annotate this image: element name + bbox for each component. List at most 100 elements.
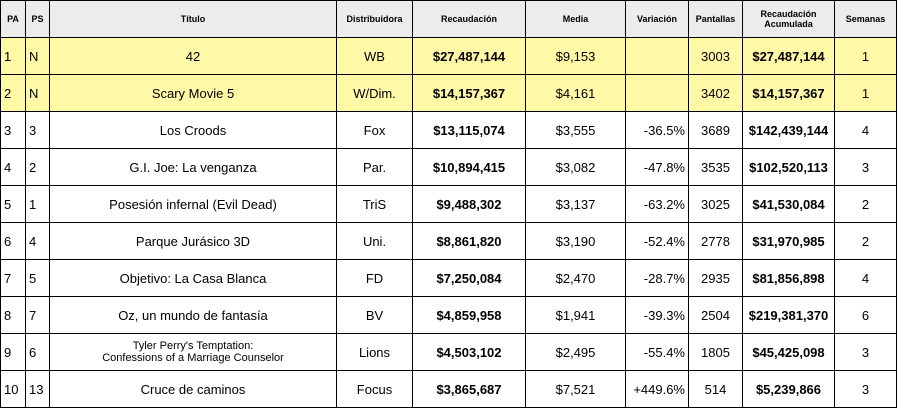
table-row: 10 13 Cruce de caminos Focus $3,865,687 … [0,370,897,408]
cell-screens: 3689 [688,111,743,149]
cell-title: Oz, un mundo de fantasía [49,296,337,334]
cell-title: Posesión infernal (Evil Dead) [49,185,337,223]
cell-pa: 7 [0,259,26,297]
cell-pa: 6 [0,222,26,260]
cell-gross: $9,488,302 [412,185,526,223]
cell-weeks: 1 [834,74,897,112]
cell-weeks: 2 [834,222,897,260]
cell-distributor: WB [336,37,413,75]
cell-change: +449.6% [625,370,689,408]
header-weeks: Semanas [834,0,897,38]
cell-gross: $13,115,074 [412,111,526,149]
header-title: Título [49,0,337,38]
table-row: 6 4 Parque Jurásico 3D Uni. $8,861,820 $… [0,222,897,260]
cell-pa: 1 [0,37,26,75]
table-row: 1 N 42 WB $27,487,144 $9,153 3003 $27,48… [0,37,897,75]
cell-weeks: 3 [834,148,897,186]
cell-ps: 3 [25,111,50,149]
cell-cumulative: $14,157,367 [742,74,835,112]
header-ps: PS [25,0,50,38]
cell-ps: 2 [25,148,50,186]
cell-cumulative: $81,856,898 [742,259,835,297]
table-row: 7 5 Objetivo: La Casa Blanca FD $7,250,0… [0,259,897,297]
cell-title: Parque Jurásico 3D [49,222,337,260]
cell-average: $7,521 [525,370,626,408]
cell-distributor: FD [336,259,413,297]
cell-ps: 7 [25,296,50,334]
cell-weeks: 6 [834,296,897,334]
cell-average: $2,470 [525,259,626,297]
cell-pa: 4 [0,148,26,186]
cell-ps: N [25,74,50,112]
cell-gross: $10,894,415 [412,148,526,186]
cell-screens: 3003 [688,37,743,75]
cell-title: Tyler Perry's Temptation: Confessions of… [49,333,337,371]
cell-weeks: 3 [834,333,897,371]
cell-change: -55.4% [625,333,689,371]
cell-title-line1: Tyler Perry's Temptation: [132,340,254,352]
cell-title: Objetivo: La Casa Blanca [49,259,337,297]
cell-average: $9,153 [525,37,626,75]
cell-cumulative: $45,425,098 [742,333,835,371]
header-screens: Pantallas [688,0,743,38]
table-row: 9 6 Tyler Perry's Temptation: Confession… [0,333,897,371]
header-cumulative-line2: Acumulada [764,19,813,29]
cell-title: Los Croods [49,111,337,149]
cell-weeks: 2 [834,185,897,223]
cell-distributor: Fox [336,111,413,149]
cell-screens: 2504 [688,296,743,334]
cell-average: $4,161 [525,74,626,112]
cell-distributor: BV [336,296,413,334]
cell-average: $2,495 [525,333,626,371]
cell-weeks: 4 [834,259,897,297]
cell-pa: 10 [0,370,26,408]
header-cumulative: Recaudación Acumulada [742,0,835,38]
table-row: 5 1 Posesión infernal (Evil Dead) TriS $… [0,185,897,223]
cell-change: -47.8% [625,148,689,186]
cell-change: -52.4% [625,222,689,260]
cell-ps: 4 [25,222,50,260]
cell-distributor: TriS [336,185,413,223]
cell-average: $3,137 [525,185,626,223]
cell-distributor: Uni. [336,222,413,260]
cell-title: Cruce de caminos [49,370,337,408]
cell-ps: 6 [25,333,50,371]
cell-title: 42 [49,37,337,75]
cell-distributor: Focus [336,370,413,408]
cell-change [625,37,689,75]
cell-gross: $27,487,144 [412,37,526,75]
cell-screens: 3025 [688,185,743,223]
header-row: PA PS Título Distribuidora Recaudación M… [0,0,897,38]
header-pa: PA [0,0,26,38]
cell-ps: 13 [25,370,50,408]
cell-gross: $4,503,102 [412,333,526,371]
cell-weeks: 4 [834,111,897,149]
cell-pa: 9 [0,333,26,371]
cell-cumulative: $219,381,370 [742,296,835,334]
table-row: 4 2 G.I. Joe: La venganza Par. $10,894,4… [0,148,897,186]
cell-title: Scary Movie 5 [49,74,337,112]
table-row: 3 3 Los Croods Fox $13,115,074 $3,555 -3… [0,111,897,149]
cell-average: $1,941 [525,296,626,334]
cell-average: $3,555 [525,111,626,149]
cell-change: -63.2% [625,185,689,223]
header-gross: Recaudación [412,0,526,38]
cell-screens: 514 [688,370,743,408]
cell-cumulative: $102,520,113 [742,148,835,186]
cell-title-line2: Confessions of a Marriage Counselor [102,352,284,364]
cell-screens: 3535 [688,148,743,186]
cell-ps: 5 [25,259,50,297]
cell-pa: 5 [0,185,26,223]
header-average: Media [525,0,626,38]
header-change: Variación [625,0,689,38]
cell-screens: 3402 [688,74,743,112]
cell-distributor: W/Dim. [336,74,413,112]
header-cumulative-line1: Recaudación [760,9,817,19]
cell-screens: 1805 [688,333,743,371]
cell-weeks: 3 [834,370,897,408]
cell-distributor: Lions [336,333,413,371]
cell-gross: $7,250,084 [412,259,526,297]
cell-gross: $14,157,367 [412,74,526,112]
cell-change: -28.7% [625,259,689,297]
